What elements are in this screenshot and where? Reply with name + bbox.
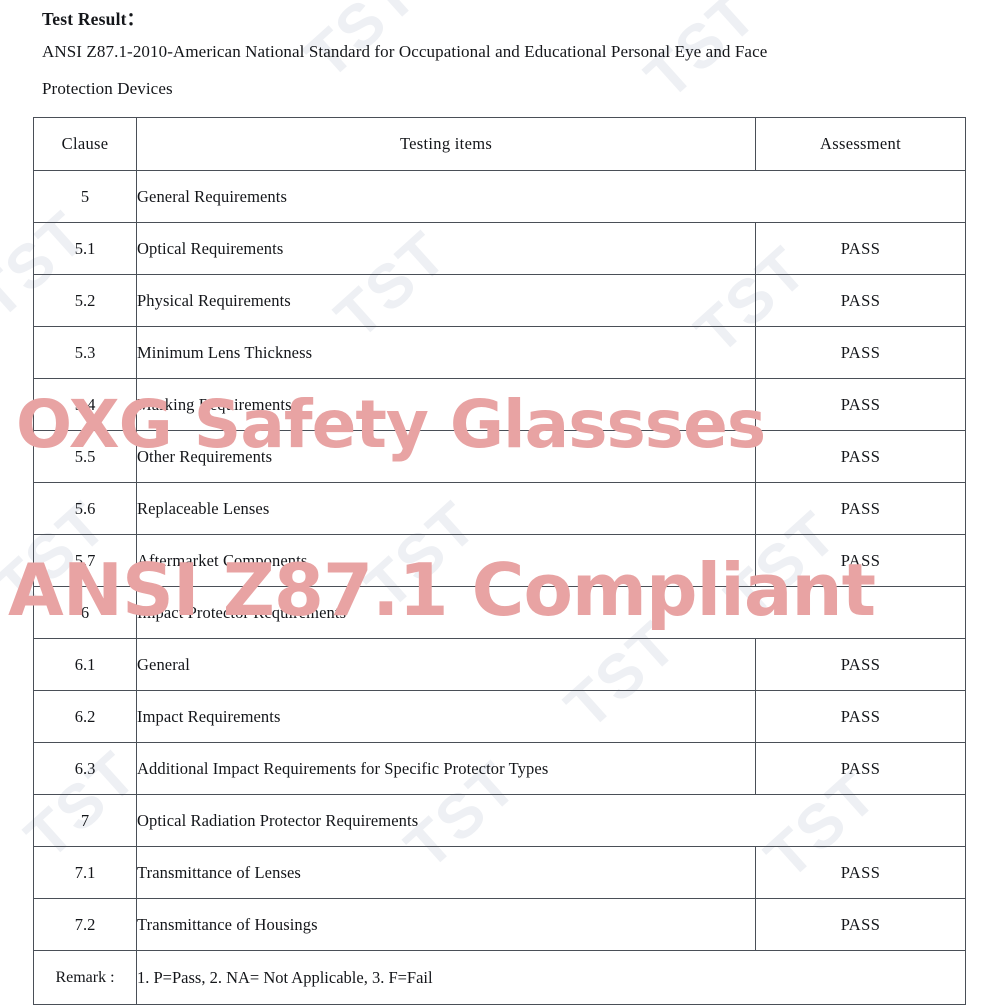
cell-testing-item: Other Requirements xyxy=(136,430,756,483)
cell-assessment: PASS xyxy=(755,638,966,691)
cell-assessment: PASS xyxy=(755,378,966,431)
table-row: 5.1 Optical Requirements PASS xyxy=(33,222,966,275)
cell-testing-item: Impact Requirements xyxy=(136,690,756,743)
table-row: 6.1 General PASS xyxy=(33,638,966,691)
cell-testing-item: Aftermarket Components xyxy=(136,534,756,587)
table-row: 7.1 Transmittance of Lenses PASS xyxy=(33,846,966,899)
cell-testing-item: Transmittance of Housings xyxy=(136,898,756,951)
cell-assessment: PASS xyxy=(755,898,966,951)
cell-testing-item: Optical Radiation Protector Requirements xyxy=(136,794,966,847)
cell-testing-item: Impact Protector Requirements xyxy=(136,586,966,639)
table-row: 6.2 Impact Requirements PASS xyxy=(33,690,966,743)
cell-testing-item: General xyxy=(136,638,756,691)
table-row: 7.2 Transmittance of Housings PASS xyxy=(33,898,966,951)
test-result-table-wrapper: Clause Testing items Assessment 5 General… xyxy=(33,117,966,1005)
cell-testing-item: Minimum Lens Thickness xyxy=(136,326,756,379)
cell-clause: 6.3 xyxy=(33,742,137,795)
table-row: 5.2 Physical Requirements PASS xyxy=(33,274,966,327)
cell-testing-item: Physical Requirements xyxy=(136,274,756,327)
cell-clause: 5.4 xyxy=(33,378,137,431)
cell-clause: 6.2 xyxy=(33,690,137,743)
cell-clause: 7 xyxy=(33,794,137,847)
table-header: Clause Testing items Assessment xyxy=(33,117,966,171)
remark-label: Remark : xyxy=(33,950,137,1005)
cell-clause: 5.5 xyxy=(33,430,137,483)
cell-clause: 5.2 xyxy=(33,274,137,327)
cell-testing-item: Optical Requirements xyxy=(136,222,756,275)
table-row: 5.5 Other Requirements PASS xyxy=(33,430,966,483)
cell-clause: 5.7 xyxy=(33,534,137,587)
cell-clause: 5.6 xyxy=(33,482,137,535)
standard-line-1: ANSI Z87.1-2010-American National Standa… xyxy=(42,42,768,61)
table-row: 5.6 Replaceable Lenses PASS xyxy=(33,482,966,535)
cell-assessment: PASS xyxy=(755,222,966,275)
column-header-assessment: Assessment xyxy=(755,117,966,171)
cell-clause: 6 xyxy=(33,586,137,639)
cell-assessment: PASS xyxy=(755,482,966,535)
cell-assessment: PASS xyxy=(755,430,966,483)
cell-testing-item: Additional Impact Requirements for Speci… xyxy=(136,742,756,795)
cell-clause: 7.1 xyxy=(33,846,137,899)
cell-assessment: PASS xyxy=(755,742,966,795)
cell-assessment: PASS xyxy=(755,326,966,379)
standard-line-2: Protection Devices xyxy=(42,79,173,98)
table-row: 5.4 Marking Requirements PASS xyxy=(33,378,966,431)
table-header-row: Clause Testing items Assessment xyxy=(33,117,966,171)
cell-testing-item: Marking Requirements xyxy=(136,378,756,431)
table-row: 6.3 Additional Impact Requirements for Sp… xyxy=(33,742,966,795)
cell-testing-item: General Requirements xyxy=(136,170,966,223)
cell-clause: 5 xyxy=(33,170,137,223)
table-row: 5.7 Aftermarket Components PASS xyxy=(33,534,966,587)
remark-row: Remark :1. P=Pass, 2. NA= Not Applicable… xyxy=(33,950,966,1005)
cell-clause: 6.1 xyxy=(33,638,137,691)
table-row: 5.3 Minimum Lens Thickness PASS xyxy=(33,326,966,379)
cell-assessment: PASS xyxy=(755,534,966,587)
cell-clause: 5.3 xyxy=(33,326,137,379)
remark-text: 1. P=Pass, 2. NA= Not Applicable, 3. F=F… xyxy=(136,950,966,1005)
cell-clause: 5.1 xyxy=(33,222,137,275)
test-result-table: Clause Testing items Assessment 5 General… xyxy=(33,117,966,1005)
table-body: 5 General Requirements 5.1 Optical Requirem… xyxy=(33,170,966,1005)
table-row: 6 Impact Protector Requirements xyxy=(33,586,966,639)
cell-assessment: PASS xyxy=(755,690,966,743)
cell-testing-item: Replaceable Lenses xyxy=(136,482,756,535)
table-row: 7 Optical Radiation Protector Requirement… xyxy=(33,794,966,847)
cell-clause: 7.2 xyxy=(33,898,137,951)
cell-testing-item: Transmittance of Lenses xyxy=(136,846,756,899)
column-header-clause: Clause xyxy=(33,117,137,171)
page-title: Test Result： xyxy=(42,9,145,29)
column-header-testing-items: Testing items xyxy=(136,117,756,171)
table-row: 5 General Requirements xyxy=(33,170,966,223)
cell-assessment: PASS xyxy=(755,274,966,327)
cell-assessment: PASS xyxy=(755,846,966,899)
